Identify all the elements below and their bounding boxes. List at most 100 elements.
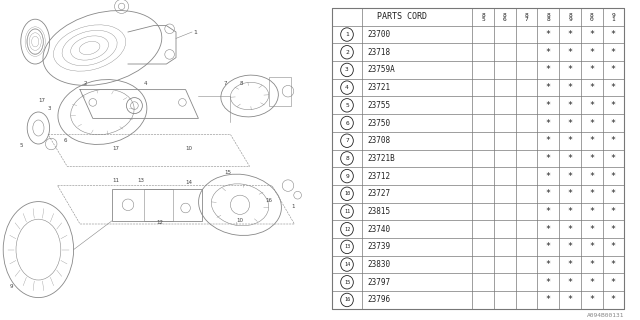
Text: 17: 17	[112, 147, 119, 151]
Text: 23815: 23815	[367, 207, 390, 216]
Text: *: *	[611, 242, 616, 252]
Text: 4: 4	[144, 81, 147, 86]
Text: *: *	[568, 48, 573, 57]
Text: *: *	[611, 189, 616, 198]
Text: 23721: 23721	[367, 83, 390, 92]
Text: *: *	[568, 295, 573, 304]
Text: *: *	[546, 30, 551, 39]
Text: *: *	[546, 48, 551, 57]
Text: *: *	[611, 136, 616, 145]
Text: *: *	[546, 101, 551, 110]
Text: PARTS CORD: PARTS CORD	[378, 12, 428, 21]
Text: 10: 10	[344, 191, 350, 196]
Text: *: *	[611, 172, 616, 180]
Text: 23759A: 23759A	[367, 65, 395, 75]
Text: *: *	[589, 207, 594, 216]
Text: 5: 5	[481, 17, 485, 22]
Text: *: *	[546, 172, 551, 180]
Text: *: *	[589, 65, 594, 75]
Text: 23739: 23739	[367, 242, 390, 252]
Text: 23712: 23712	[367, 172, 390, 180]
Text: *: *	[611, 65, 616, 75]
Text: *: *	[568, 118, 573, 127]
Text: 10: 10	[186, 147, 193, 151]
Text: A094B00131: A094B00131	[587, 313, 624, 318]
Text: 9: 9	[10, 284, 13, 289]
Text: 8: 8	[345, 156, 349, 161]
Text: *: *	[611, 225, 616, 234]
Text: *: *	[589, 48, 594, 57]
Text: 23797: 23797	[367, 278, 390, 287]
Text: 10: 10	[237, 218, 244, 223]
Text: 9: 9	[611, 12, 615, 18]
Text: *: *	[546, 189, 551, 198]
Text: *: *	[589, 295, 594, 304]
Text: 23755: 23755	[367, 101, 390, 110]
Text: *: *	[546, 207, 551, 216]
Text: 14: 14	[344, 262, 350, 267]
Text: *: *	[611, 118, 616, 127]
Text: 6: 6	[503, 17, 507, 22]
Text: 8: 8	[240, 81, 243, 86]
Text: *: *	[568, 83, 573, 92]
Text: *: *	[568, 225, 573, 234]
Text: *: *	[611, 154, 616, 163]
Text: 15: 15	[224, 170, 231, 175]
Text: 6: 6	[345, 121, 349, 125]
Text: *: *	[546, 136, 551, 145]
Text: 5: 5	[19, 143, 22, 148]
Text: *: *	[589, 278, 594, 287]
Text: *: *	[589, 136, 594, 145]
Text: 13: 13	[138, 179, 145, 183]
Text: *: *	[546, 278, 551, 287]
Bar	[144, 189, 173, 221]
Text: 17: 17	[38, 99, 45, 103]
Text: 3: 3	[48, 106, 51, 111]
Text: *: *	[611, 83, 616, 92]
Text: 1: 1	[345, 32, 349, 37]
Text: 16: 16	[344, 298, 350, 302]
Text: *: *	[546, 225, 551, 234]
Text: 8: 8	[547, 17, 550, 22]
Text: *: *	[589, 189, 594, 198]
Text: 6: 6	[64, 138, 67, 143]
Text: 1: 1	[291, 204, 294, 209]
Text: 8: 8	[481, 12, 485, 18]
Text: 23830: 23830	[367, 260, 390, 269]
Text: *: *	[568, 172, 573, 180]
Text: 2: 2	[83, 81, 86, 86]
Text: 23796: 23796	[367, 295, 390, 304]
Bar	[112, 189, 202, 221]
Text: *: *	[568, 65, 573, 75]
Text: *: *	[589, 260, 594, 269]
Text: 8: 8	[547, 12, 550, 18]
Text: 8: 8	[590, 12, 593, 18]
Text: *: *	[589, 101, 594, 110]
Text: 23718: 23718	[367, 48, 390, 57]
Text: 11: 11	[344, 209, 350, 214]
Text: 8: 8	[525, 12, 529, 18]
Text: 1: 1	[193, 29, 198, 35]
Text: 3: 3	[345, 68, 349, 72]
Text: 0: 0	[590, 17, 593, 22]
Text: *: *	[568, 278, 573, 287]
Text: *: *	[589, 118, 594, 127]
Text: *: *	[546, 65, 551, 75]
Bar	[269, 77, 291, 106]
Text: *: *	[568, 207, 573, 216]
Text: 15: 15	[344, 280, 350, 285]
Text: 16: 16	[266, 197, 273, 203]
Text: *: *	[568, 242, 573, 252]
Text: *: *	[611, 260, 616, 269]
Text: 7: 7	[525, 17, 529, 22]
Text: *: *	[546, 260, 551, 269]
Text: *: *	[611, 30, 616, 39]
Text: *: *	[568, 30, 573, 39]
Text: 23727: 23727	[367, 189, 390, 198]
Text: *: *	[589, 30, 594, 39]
Text: *: *	[568, 136, 573, 145]
Text: 12: 12	[344, 227, 350, 232]
Text: *: *	[546, 295, 551, 304]
Text: *: *	[568, 101, 573, 110]
Text: *: *	[611, 207, 616, 216]
